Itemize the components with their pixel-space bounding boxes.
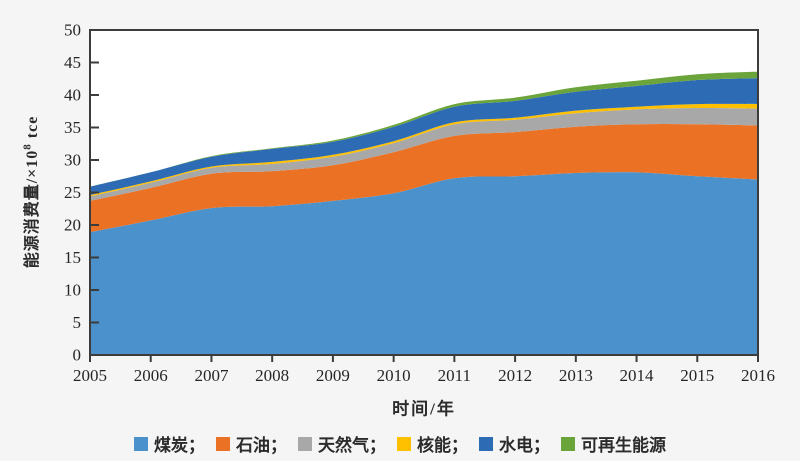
- x-tick-label: 2016: [741, 366, 775, 385]
- legend-swatch-oil: [216, 436, 230, 451]
- x-tick-label: 2011: [438, 366, 471, 385]
- y-axis: 0 5 10 15 20 25 30 35 40 45 50: [64, 21, 99, 365]
- legend-item-natural-gas: 天然气；: [298, 431, 386, 456]
- y-tick-label: 50: [64, 21, 81, 40]
- area-series-group: [90, 71, 758, 355]
- x-tick-label: 2015: [680, 366, 714, 385]
- y-axis-title-exponent: 8: [21, 143, 34, 150]
- legend-item-oil: 石油；: [216, 431, 287, 456]
- legend-item-hydro: 水电；: [479, 431, 550, 456]
- y-tick-label: 10: [64, 281, 81, 300]
- y-tick-label: 35: [64, 118, 81, 137]
- plot-border: [89, 29, 759, 356]
- x-tick-label: 2005: [73, 366, 107, 385]
- legend-label-coal: 煤炭；: [154, 436, 205, 455]
- legend-label-renewables: 可再生能源: [581, 436, 666, 455]
- y-axis-title-unit: tce: [24, 115, 41, 144]
- legend-label-natural-gas: 天然气；: [318, 436, 386, 455]
- legend-item-nuclear: 核能；: [397, 431, 468, 456]
- y-tick-label: 5: [73, 313, 82, 332]
- y-tick-label: 15: [64, 248, 81, 267]
- legend-item-coal: 煤炭；: [134, 431, 205, 456]
- x-tick-label: 2008: [255, 366, 289, 385]
- x-tick-label: 2009: [316, 366, 350, 385]
- area-series-natural-gas: [90, 107, 758, 201]
- y-tick-label: 20: [64, 216, 81, 235]
- legend-swatch-natural-gas: [298, 436, 312, 451]
- legend-swatch-renewables: [561, 436, 575, 451]
- x-tick-label: 2014: [620, 366, 655, 385]
- legend-label-hydro: 水电；: [499, 436, 550, 455]
- y-axis-title: 能源消费量/×108 tce: [18, 116, 42, 269]
- x-tick-label: 2010: [377, 366, 411, 385]
- x-tick-label: 2006: [134, 366, 168, 385]
- x-axis: 2005 2006 2007 2008 2009 2010 2011 2012 2013 2014…: [73, 356, 775, 385]
- legend-label-nuclear: 核能；: [417, 436, 468, 455]
- area-series-oil: [90, 123, 758, 233]
- legend: 煤炭； 石油； 天然气； 核能； 水电； 可再生能源: [0, 431, 800, 456]
- legend-swatch-hydro: [479, 436, 493, 451]
- y-tick-label: 25: [64, 183, 81, 202]
- x-axis-title: 时间/年: [392, 399, 456, 419]
- area-series-coal: [90, 172, 758, 355]
- area-series-hydro: [90, 78, 758, 196]
- y-tick-label: 0: [73, 346, 82, 365]
- x-tick-label: 2012: [498, 366, 532, 385]
- legend-label-oil: 石油；: [236, 436, 287, 455]
- y-axis-title-text: 能源消费量/×10: [24, 149, 41, 269]
- x-tick-label: 2013: [559, 366, 593, 385]
- y-tick-label: 30: [64, 151, 81, 170]
- legend-swatch-coal: [134, 436, 148, 451]
- x-tick-label: 2007: [194, 366, 229, 385]
- y-tick-label: 45: [64, 53, 81, 72]
- legend-swatch-nuclear: [397, 436, 411, 451]
- y-tick-label: 40: [64, 86, 81, 105]
- legend-item-renewables: 可再生能源: [561, 431, 666, 456]
